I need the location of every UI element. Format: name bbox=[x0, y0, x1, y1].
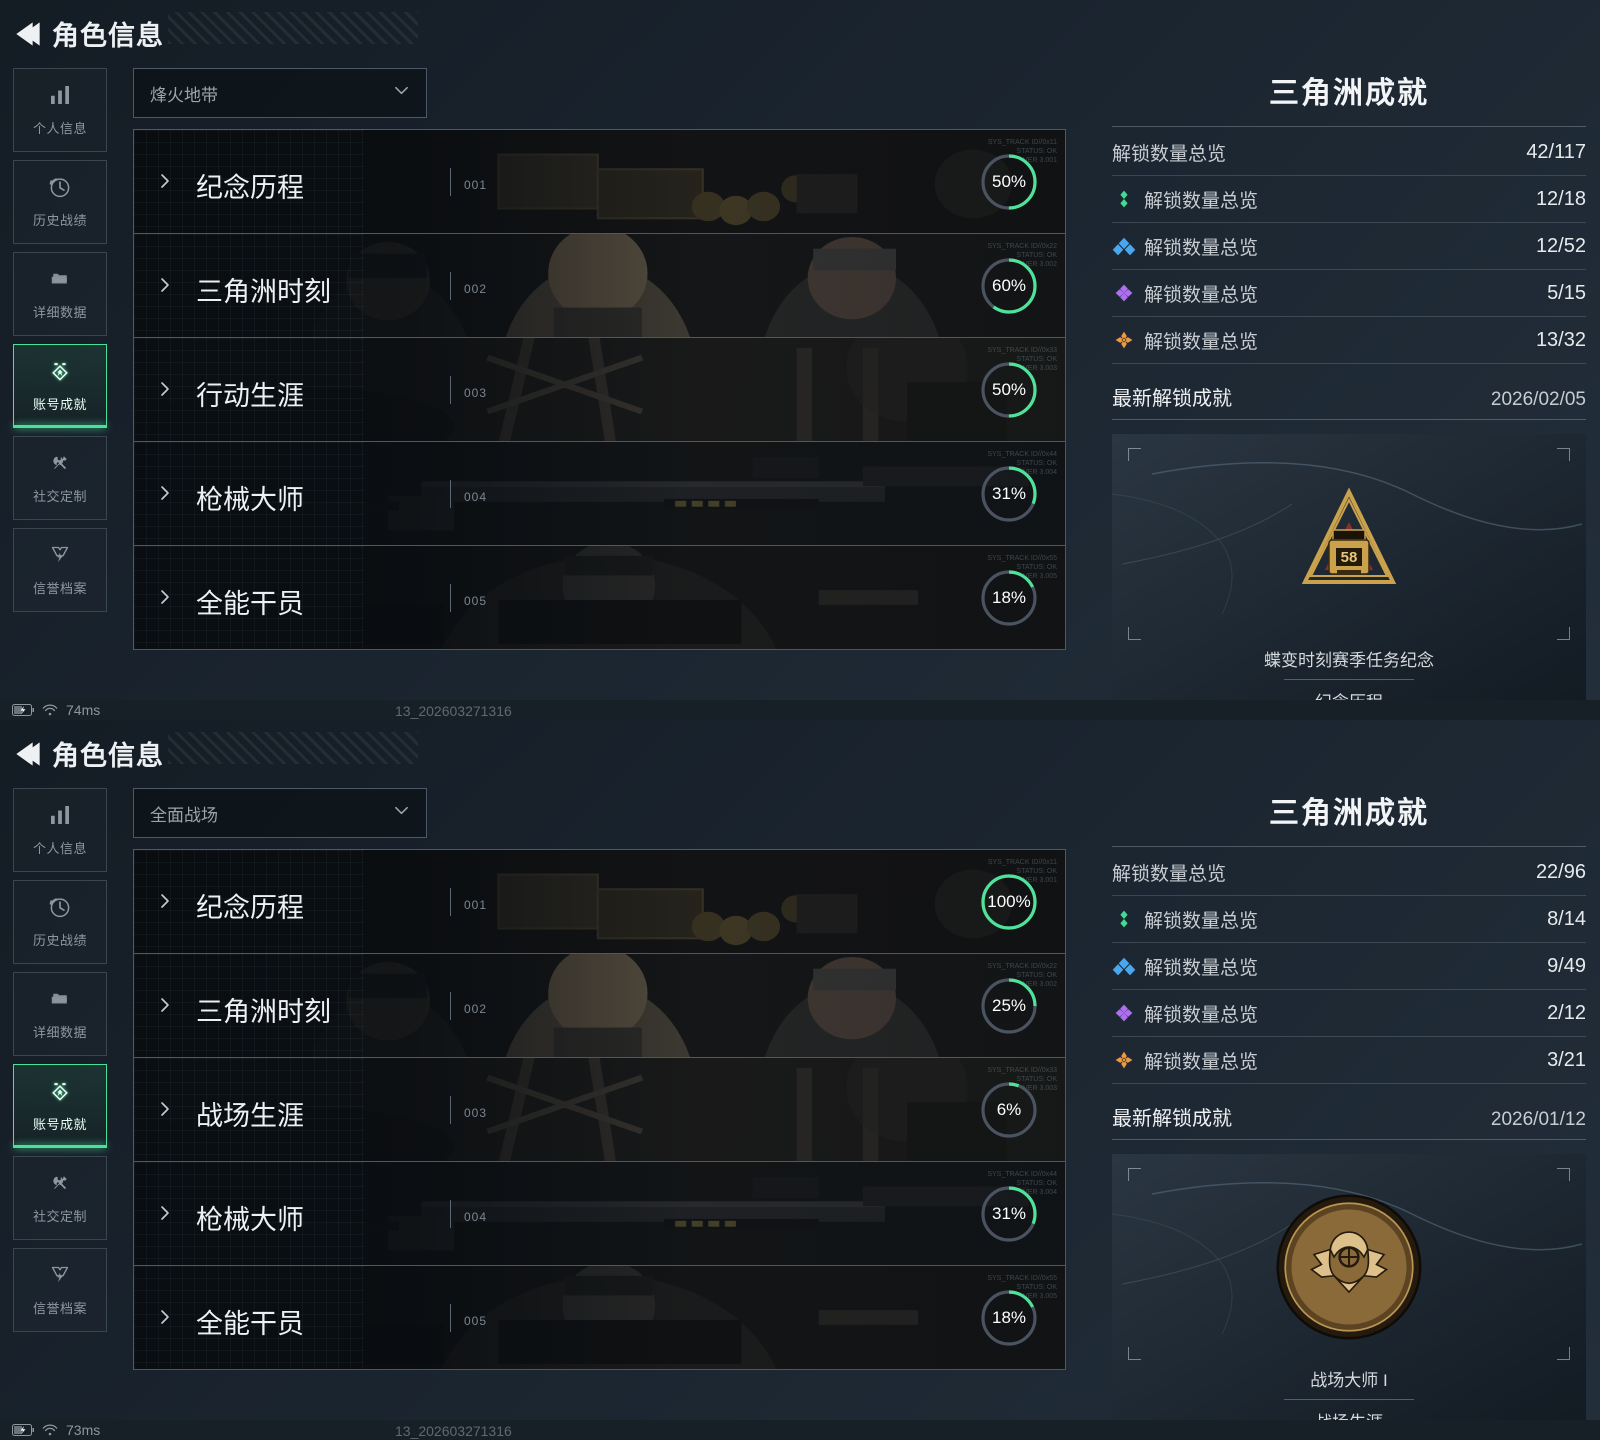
svg-text:58: 58 bbox=[1341, 549, 1358, 566]
